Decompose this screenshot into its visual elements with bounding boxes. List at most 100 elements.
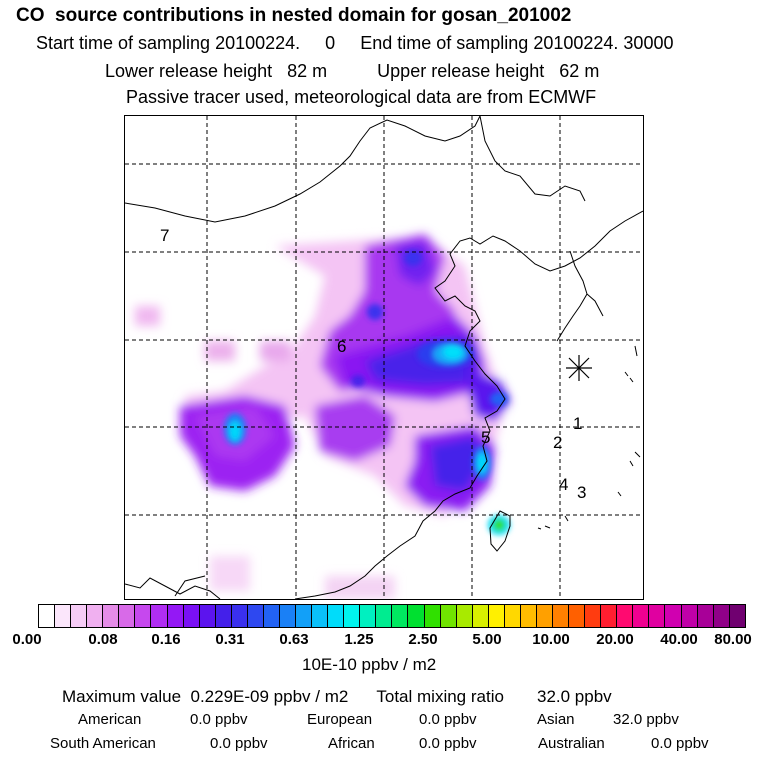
colorbar-segment [504, 605, 521, 627]
australian-label: Australian [538, 735, 605, 752]
colorbar-segment [601, 605, 618, 627]
region-label-1: 1 [573, 414, 583, 433]
concentration-field [135, 234, 510, 599]
region-label-6: 6 [337, 337, 347, 356]
map-canvas [125, 116, 643, 599]
colorbar-segment [296, 605, 313, 627]
colorbar-tick-label: 10.00 [532, 631, 570, 648]
european-value: 0.0 ppbv [419, 711, 477, 728]
start-time-value: 20100224. 0 [215, 33, 336, 53]
region-label-2: 2 [553, 433, 563, 452]
colorbar-segment [87, 605, 104, 627]
total-mixing-value: 32.0 ppbv [537, 687, 612, 706]
colorbar-tick-label: 0.16 [151, 631, 181, 648]
map-panel: 7 6 5 1 2 4 3 [124, 115, 644, 600]
lower-height-value: 82 m [287, 61, 328, 81]
colorbar-segment [520, 605, 537, 627]
colorbar-segment [183, 605, 200, 627]
summary-line: Maximum value 0.229E-09 ppbv / m2 Total … [62, 688, 612, 705]
colorbar-segment [665, 605, 682, 627]
max-value-label: Maximum value [62, 687, 182, 706]
colorbar-tick-label: 0.08 [88, 631, 118, 648]
colorbar-segment [312, 605, 329, 627]
colorbar-tick-label: 5.00 [472, 631, 502, 648]
colorbar-segment [215, 605, 232, 627]
sampling-time-line: Start time of sampling 20100224. 0 End t… [36, 34, 673, 52]
colorbar-tick-label: 1.25 [344, 631, 374, 648]
colorbar-segment [119, 605, 136, 627]
colorbar-segment [360, 605, 377, 627]
colorbar-tick-label: 0.31 [215, 631, 245, 648]
colorbar-segment [649, 605, 666, 627]
colorbar-segment [263, 605, 280, 627]
american-value: 0.0 ppbv [190, 711, 248, 728]
concentration-hotspots [224, 250, 510, 535]
colorbar-segment [231, 605, 248, 627]
upper-height-value: 62 m [559, 61, 600, 81]
colorbar-segment [536, 605, 553, 627]
colorbar-segment [617, 605, 634, 627]
colorbar-segment [167, 605, 184, 627]
colorbar-units: 10E-10 ppbv / m2 [302, 655, 437, 674]
colorbar-segment [39, 605, 56, 627]
colorbar-segment [151, 605, 168, 627]
upper-height-label: Upper release height [377, 61, 545, 81]
colorbar-segment [697, 605, 714, 627]
coastlines [125, 116, 643, 599]
american-label: American [78, 711, 142, 728]
colorbar-tick-label: 2.50 [408, 631, 438, 648]
colorbar-segment [440, 605, 457, 627]
south-american-label: South American [50, 735, 156, 752]
colorbar-segment [633, 605, 650, 627]
total-mixing-label: Total mixing ratio [376, 687, 504, 706]
colorbar-segment [472, 605, 489, 627]
african-value: 0.0 ppbv [419, 735, 477, 752]
end-time-label: End time of sampling [360, 33, 529, 53]
colorbar-tick-label: 40.00 [660, 631, 698, 648]
colorbar-segment [585, 605, 602, 627]
colorbar-segment [553, 605, 570, 627]
african-label: African [328, 735, 375, 752]
start-time-label: Start time of sampling [36, 33, 211, 53]
colorbar-segment [456, 605, 473, 627]
colorbar-tick-label: 0.63 [279, 631, 309, 648]
colorbar-segment [424, 605, 441, 627]
colorbar-segment [408, 605, 425, 627]
australian-value: 0.0 ppbv [651, 735, 709, 752]
colorbar-tick-label: 80.00 [714, 631, 752, 648]
colorbar-segment [344, 605, 361, 627]
colorbar-segment [55, 605, 72, 627]
colorbar-segment [569, 605, 586, 627]
region-label-7: 7 [160, 226, 170, 245]
asian-value: 32.0 ppbv [613, 711, 679, 728]
colorbar-segment [199, 605, 216, 627]
region-label-4: 4 [559, 475, 569, 494]
colorbar-tick-label: 20.00 [596, 631, 634, 648]
max-value: 0.229E-09 ppbv / m2 [190, 687, 349, 706]
colorbar-segment [729, 605, 745, 627]
colorbar-segment [103, 605, 120, 627]
lat-lon-grid [125, 116, 643, 599]
end-time-value: 20100224. 30000 [533, 33, 674, 53]
south-american-value: 0.0 ppbv [210, 735, 268, 752]
map-title: CO source contributions in nested domain… [16, 5, 572, 26]
colorbar-segment [681, 605, 698, 627]
colorbar-segment [376, 605, 393, 627]
release-height-line: Lower release height 82 m Upper release … [105, 62, 599, 80]
region-label-5: 5 [481, 428, 491, 447]
region-label-3: 3 [577, 483, 587, 502]
colorbar [38, 604, 746, 628]
colorbar-segment [135, 605, 152, 627]
asian-label: Asian [537, 711, 575, 728]
colorbar-segment [713, 605, 730, 627]
colorbar-segment [392, 605, 409, 627]
colorbar-tick-label: 0.00 [12, 631, 42, 648]
colorbar-segment [71, 605, 88, 627]
colorbar-segment [247, 605, 264, 627]
lower-height-label: Lower release height [105, 61, 273, 81]
tracer-note: Passive tracer used, meteorological data… [126, 87, 597, 107]
european-label: European [307, 711, 373, 728]
station-star-icon [566, 355, 592, 381]
colorbar-segment [488, 605, 505, 627]
colorbar-segment [279, 605, 296, 627]
